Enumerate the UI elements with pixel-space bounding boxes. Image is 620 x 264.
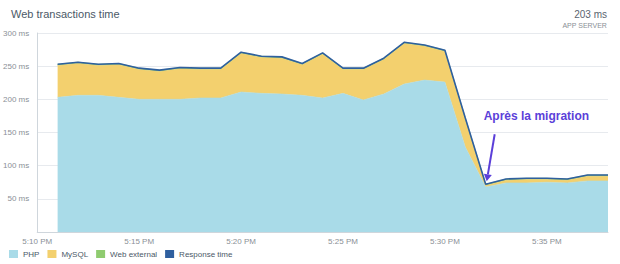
svg-text:5:15 PM: 5:15 PM <box>124 237 154 246</box>
svg-text:Response time: Response time <box>179 250 233 259</box>
svg-text:Web external: Web external <box>110 250 157 259</box>
svg-text:5:20 PM: 5:20 PM <box>226 237 256 246</box>
svg-text:5:30 PM: 5:30 PM <box>430 237 460 246</box>
svg-text:100 ms: 100 ms <box>3 161 29 170</box>
svg-text:Après la migration: Après la migration <box>484 109 589 123</box>
svg-text:200 ms: 200 ms <box>3 95 29 104</box>
svg-text:50 ms: 50 ms <box>7 194 29 203</box>
svg-text:Web transactions time: Web transactions time <box>11 8 120 20</box>
svg-text:5:25 PM: 5:25 PM <box>328 237 358 246</box>
svg-text:5:35 PM: 5:35 PM <box>532 237 562 246</box>
svg-text:150 ms: 150 ms <box>3 128 29 137</box>
svg-text:APP SERVER: APP SERVER <box>562 22 607 29</box>
svg-text:300 ms: 300 ms <box>3 29 29 38</box>
svg-text:203 ms: 203 ms <box>574 9 607 20</box>
svg-text:250 ms: 250 ms <box>3 62 29 71</box>
svg-text:5:10 PM: 5:10 PM <box>22 237 52 246</box>
svg-text:MySQL: MySQL <box>61 250 88 259</box>
svg-text:PHP: PHP <box>23 250 39 259</box>
